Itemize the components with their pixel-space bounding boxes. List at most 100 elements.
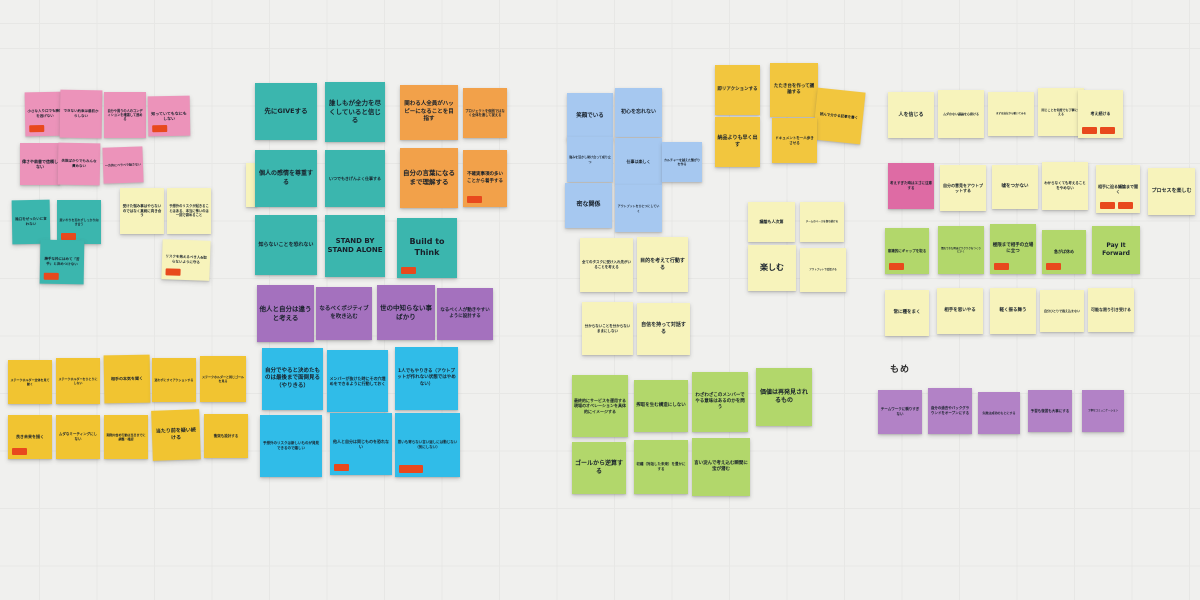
sticky-note[interactable]: 相手に迫る議論まで聞く: [1096, 165, 1140, 213]
sticky-note[interactable]: メンバーが抜けた時にその穴埋めをできるように行動しておく: [327, 350, 388, 412]
tag-badge[interactable]: [1118, 202, 1133, 209]
sticky-note[interactable]: チームのペースを保ち続ける: [800, 202, 844, 242]
canvas-text-label[interactable]: もめ: [890, 365, 911, 375]
sticky-note[interactable]: チームワークに頼りすぎない: [878, 390, 922, 434]
tag-badge[interactable]: [1100, 202, 1115, 209]
sticky-note[interactable]: 関わる人全員がハッピーになることを目指す: [400, 85, 458, 140]
sticky-note[interactable]: 当たり前を疑い続ける: [151, 409, 201, 461]
sticky-note[interactable]: 笑顔でいる: [567, 93, 613, 140]
sticky-note[interactable]: Pay It Forward: [1092, 226, 1140, 274]
sticky-note[interactable]: いつでもきげんよく仕事する: [325, 150, 385, 207]
sticky-note[interactable]: 自分の意見をアウトプットする: [940, 165, 986, 211]
sticky-note[interactable]: 初心を忘れない: [615, 88, 662, 137]
sticky-note[interactable]: 価値は再発見されるもの: [756, 368, 812, 426]
sticky-note[interactable]: ムダのない議論を心掛ける: [938, 90, 984, 138]
sticky-note[interactable]: 一方的にベラベラ話さない: [102, 146, 144, 184]
sticky-note[interactable]: 搾取を生む構造にしない: [634, 380, 688, 432]
tag-badge[interactable]: [994, 263, 1009, 270]
tag-badge[interactable]: [165, 268, 181, 276]
sticky-note[interactable]: 迷わずにすぐアクションする: [152, 358, 196, 402]
tag-badge[interactable]: [467, 196, 482, 203]
sticky-note[interactable]: わざわざこのメンバーでやる意味はあるのかを問う: [692, 372, 748, 432]
sticky-note[interactable]: 可能な限り引き受ける: [1088, 288, 1134, 332]
tag-badge[interactable]: [1100, 127, 1115, 134]
tag-badge[interactable]: [399, 465, 423, 473]
sticky-note[interactable]: 予習も復習も大事にする: [1028, 390, 1072, 432]
sticky-note[interactable]: 知っていてもなにもしない: [147, 95, 191, 137]
sticky-note[interactable]: 納品よりも早く出す: [715, 117, 760, 167]
sticky-note[interactable]: 知らないことを恐れない: [255, 215, 317, 275]
sticky-note[interactable]: 即リアクションする: [715, 65, 760, 115]
sticky-note[interactable]: 目的を考えて行動する: [637, 237, 688, 292]
tag-badge[interactable]: [889, 263, 904, 270]
sticky-note[interactable]: 急がば休め: [1042, 230, 1086, 274]
sticky-note[interactable]: 良き未来を描く: [8, 415, 52, 459]
sticky-note[interactable]: 全てのタスクに受け入れ先がいることを考える: [580, 238, 633, 292]
sticky-note[interactable]: 意識的にギャップを取る: [885, 228, 929, 274]
sticky-note[interactable]: STAND BY STAND ALONE: [325, 215, 385, 277]
sticky-note[interactable]: ドキュメントを一人歩きさせる: [772, 118, 817, 163]
sticky-note[interactable]: 勝手な枠にはめて「苦手」と決めつけない: [39, 239, 85, 285]
sticky-note[interactable]: アウトプットで会話する: [800, 248, 846, 292]
sticky-note[interactable]: 受けた悩み事はやらないのではなく真剣に向き合う: [120, 188, 164, 234]
sticky-note[interactable]: 自分でやると決めたものは最後まで面倒見る（やりきる）: [262, 348, 323, 410]
sticky-note[interactable]: 失敗は成功のもとにする: [978, 392, 1020, 434]
sticky-note[interactable]: 慣れてきた時ほどワクワクをつくりにいく: [938, 226, 984, 274]
tag-badge[interactable]: [29, 125, 45, 133]
sticky-note[interactable]: 自分の過去やバックグラウンドをオープンにする: [928, 388, 972, 434]
sticky-note[interactable]: 考えすぎた時はエゴに注意する: [888, 163, 934, 209]
sticky-note[interactable]: 不確実事項の多いことから着手する: [463, 150, 507, 207]
sticky-note[interactable]: 失敗ばかりでもみんな責めない: [57, 142, 101, 186]
sticky-note[interactable]: 誰しもが全力を尽くしていると信じる: [325, 82, 385, 142]
sticky-note[interactable]: 自分ひとりで抱え込まない: [1040, 290, 1084, 332]
sticky-note[interactable]: ステークホルダーと同じゴールを見る: [200, 356, 246, 402]
sticky-note[interactable]: プロジェクトを個別ではなく全体を通して捉える: [463, 88, 507, 138]
sticky-note[interactable]: 他人と自分は同じものを恐れない: [330, 413, 392, 475]
sticky-note[interactable]: 衝突も設計する: [204, 414, 248, 458]
sticky-note[interactable]: 強みを活かし助け合って成り立つ: [567, 137, 613, 182]
tag-badge[interactable]: [334, 464, 349, 471]
sticky-note[interactable]: 同じことを何度でも丁寧に伝える: [1038, 88, 1084, 136]
tag-badge[interactable]: [12, 448, 27, 455]
sticky-note[interactable]: 言い淀んで考え込む瞬間に宝が潜む: [692, 438, 750, 496]
sticky-note[interactable]: プロセスを楽しむ: [1148, 168, 1195, 215]
sticky-note[interactable]: 他人と自分は違うと考える: [257, 285, 314, 342]
sticky-note[interactable]: 嘘をつかない: [992, 165, 1038, 209]
sticky-note[interactable]: 議論も人次第: [748, 202, 795, 242]
sticky-note[interactable]: 先にGIVEする: [255, 83, 317, 140]
sticky-note[interactable]: 人を信じる: [888, 92, 934, 138]
sticky-note[interactable]: 相手を思いやる: [937, 288, 983, 334]
tag-badge[interactable]: [43, 272, 59, 280]
sticky-note[interactable]: Build to Think: [397, 218, 457, 278]
sticky-note[interactable]: ゴールから逆算する: [572, 442, 626, 494]
sticky-note[interactable]: まずは自分から動いてみる: [988, 92, 1034, 136]
sticky-note[interactable]: 自分や周りの人のコンディションを確認して進める: [104, 92, 146, 138]
sticky-note[interactable]: ステークホルダーをひとりにしない: [56, 358, 100, 404]
sticky-note[interactable]: 1人でもやりきる（アウトプットが作れない状態ではやめない）: [395, 347, 458, 410]
sticky-note[interactable]: 読んで分かる記事を書く: [812, 87, 866, 145]
sticky-note[interactable]: 相手の本気を聞く: [103, 354, 151, 404]
sticky-note[interactable]: できない約束は最初からしない: [59, 89, 103, 139]
sticky-note[interactable]: 予想外のリスクが起きることはある、本当に怖いのは一回で諦めること: [167, 188, 211, 234]
sticky-note[interactable]: なるべく人が動きやすいように設計する: [437, 288, 493, 340]
tag-badge[interactable]: [401, 267, 416, 274]
sticky-note[interactable]: なるべくポジティブを吹き込む: [316, 287, 372, 340]
sticky-note[interactable]: 丁寧なコミュニケーション: [1082, 390, 1124, 432]
sticky-note[interactable]: 分からないことを分からないままにしない: [582, 302, 633, 355]
sticky-note[interactable]: カルチャーを越えた繋がりを作る: [662, 142, 702, 182]
sticky-note[interactable]: たたき台を作って議論する: [770, 63, 818, 117]
sticky-note[interactable]: 密な関係: [565, 183, 612, 228]
sticky-note[interactable]: [246, 163, 257, 207]
sticky-note[interactable]: ステークホルダー全体を見て動く: [8, 360, 52, 404]
sticky-note[interactable]: 自分の言葉になるまで理解する: [400, 148, 458, 208]
sticky-note[interactable]: 思いも寄らない言い返しには動じない（気にしない）: [395, 413, 460, 477]
sticky-note[interactable]: 常に種をまく: [885, 290, 929, 336]
sticky-note[interactable]: 陰口をぜったいに言わない: [11, 199, 51, 245]
sticky-note[interactable]: 仕事は楽しく: [615, 138, 662, 185]
sticky-note[interactable]: 自信を持って対話する: [637, 303, 690, 355]
sticky-note[interactable]: 最終的にサービスを運用する現場のオペレーションを具体的にイメージする: [572, 375, 628, 437]
sticky-note[interactable]: 予想外のリスクは新しいものが発見できるので嬉しい: [260, 415, 322, 477]
tag-badge[interactable]: [152, 125, 168, 133]
sticky-note[interactable]: 世の中知らない事ばかり: [377, 285, 435, 340]
